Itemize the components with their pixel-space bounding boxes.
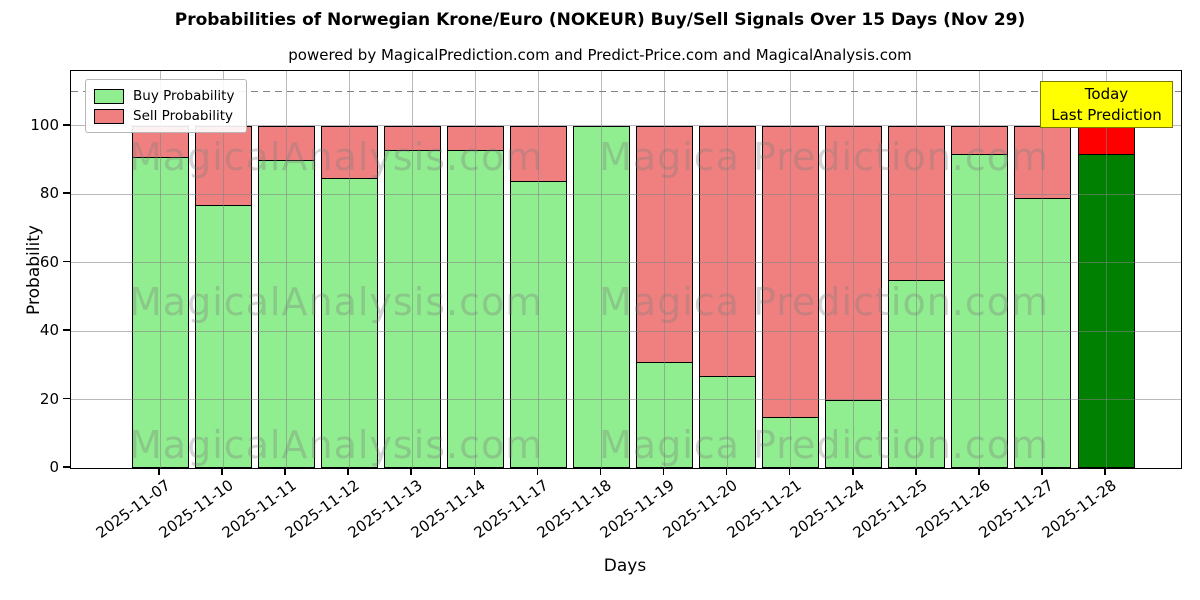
y-gridline <box>71 262 1181 264</box>
x-gridline <box>411 71 413 468</box>
x-gridline <box>916 71 918 468</box>
chart-subtitle: powered by MagicalPrediction.com and Pre… <box>288 46 912 64</box>
y-tick-mark <box>63 329 70 331</box>
x-axis-title: Days <box>603 556 647 576</box>
x-tick-mark <box>410 468 413 475</box>
x-tick-mark <box>221 468 223 475</box>
x-tick-mark <box>1041 468 1043 475</box>
x-gridline <box>1105 71 1107 468</box>
plot-area: Buy Probability Sell Probability Magical… <box>70 70 1182 469</box>
x-gridline <box>664 71 666 468</box>
buy-color-swatch <box>94 88 124 104</box>
y-tick-label: 40 <box>39 321 59 340</box>
x-gridline <box>979 71 981 468</box>
today-annotation-line1: Today <box>1084 84 1129 103</box>
legend-item-buy: Buy Probability <box>94 86 234 106</box>
y-tick-mark <box>63 466 70 468</box>
x-gridline <box>600 71 602 468</box>
x-gridline <box>727 71 729 468</box>
legend: Buy Probability Sell Probability <box>85 79 248 133</box>
chart-title: Probabilities of Norwegian Krone/Euro (N… <box>174 10 1026 30</box>
x-tick-mark <box>662 468 665 475</box>
y-tick-label: 20 <box>39 389 59 408</box>
x-tick-mark <box>158 468 160 475</box>
y-gridline <box>71 330 1181 332</box>
x-tick-mark <box>788 468 791 475</box>
x-tick-mark <box>473 468 476 475</box>
y-tick-mark <box>63 260 70 263</box>
y-tick-mark <box>63 192 70 194</box>
legend-label-sell: Sell Probability <box>133 108 234 124</box>
y-gridline <box>71 399 1181 401</box>
x-tick-mark <box>915 468 917 475</box>
x-tick-mark <box>599 468 602 475</box>
x-gridline <box>790 71 792 468</box>
y-tick-label: 0 <box>49 458 59 476</box>
today-annotation-line2: Last Prediction <box>1051 105 1162 124</box>
x-gridline <box>853 71 855 468</box>
x-tick-mark <box>978 468 980 475</box>
y-tick-label: 80 <box>39 184 59 203</box>
x-tick-mark <box>536 468 539 475</box>
y-gridline <box>71 125 1181 127</box>
x-gridline <box>474 71 476 468</box>
x-tick-mark <box>725 468 728 475</box>
x-gridline <box>285 71 287 468</box>
today-annotation: Today Last Prediction <box>1040 81 1173 128</box>
x-tick-mark <box>1104 468 1106 475</box>
legend-label-buy: Buy Probability <box>133 88 235 104</box>
y-gridline <box>71 193 1181 195</box>
x-gridline <box>159 71 161 468</box>
y-tick-label: 60 <box>39 252 59 271</box>
x-tick-mark <box>347 468 349 475</box>
legend-item-sell: Sell Probability <box>94 106 234 126</box>
x-gridline <box>222 71 224 468</box>
y-tick-label: 100 <box>30 115 59 134</box>
sell-color-swatch <box>94 108 124 124</box>
x-tick-mark <box>284 468 286 475</box>
y-tick-mark <box>63 123 70 126</box>
x-gridline <box>1042 71 1044 468</box>
y-tick-mark <box>63 397 70 400</box>
x-tick-mark <box>851 468 854 475</box>
dashed-threshold-line <box>71 90 1181 93</box>
x-gridline <box>348 71 350 468</box>
x-gridline <box>537 71 539 468</box>
